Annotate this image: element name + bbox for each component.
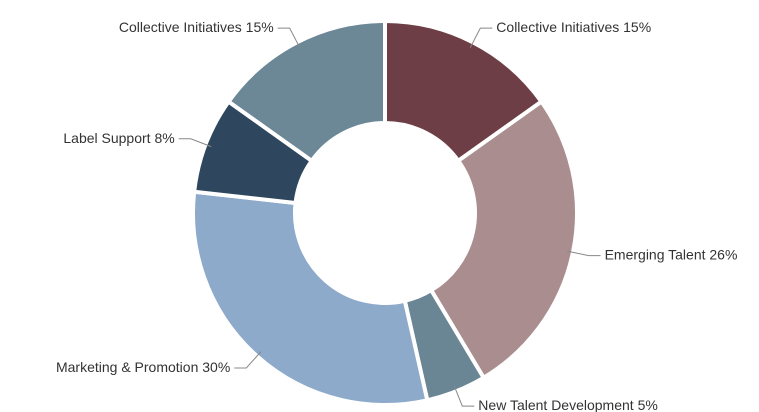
- slice-label: New Talent Development 5%: [478, 397, 658, 412]
- leader-line: [566, 250, 601, 257]
- slice-label: Label Support 8%: [63, 129, 174, 145]
- slice-value: 5%: [638, 397, 658, 412]
- leader-line: [178, 138, 212, 148]
- slice-name: Emerging Talent: [605, 246, 706, 262]
- slice-label: Collective Initiatives 15%: [119, 19, 274, 35]
- leader-line: [234, 351, 262, 369]
- slice-value: 30%: [202, 359, 230, 375]
- slice-label: Emerging Talent 26%: [605, 246, 738, 262]
- slice-name: Collective Initiatives: [119, 19, 242, 35]
- slice-value: 15%: [623, 19, 651, 35]
- slice-label: Collective Initiatives 15%: [496, 19, 651, 35]
- donut-slice: [383, 18, 545, 164]
- slice-label: Marketing & Promotion 30%: [56, 359, 230, 375]
- donut-slice: [225, 18, 387, 164]
- slice-value: 8%: [154, 129, 174, 145]
- slice-name: New Talent Development: [478, 397, 633, 412]
- leader-line: [469, 27, 493, 48]
- slice-name: Label Support: [63, 129, 150, 145]
- slice-value: 15%: [246, 19, 274, 35]
- leader-line: [277, 27, 301, 48]
- slice-name: Collective Initiatives: [496, 19, 619, 35]
- leader-line: [453, 385, 475, 407]
- slice-name: Marketing & Promotion: [56, 359, 198, 375]
- donut-slice: [191, 189, 430, 407]
- slice-value: 26%: [709, 246, 737, 262]
- donut-slice: [428, 98, 579, 381]
